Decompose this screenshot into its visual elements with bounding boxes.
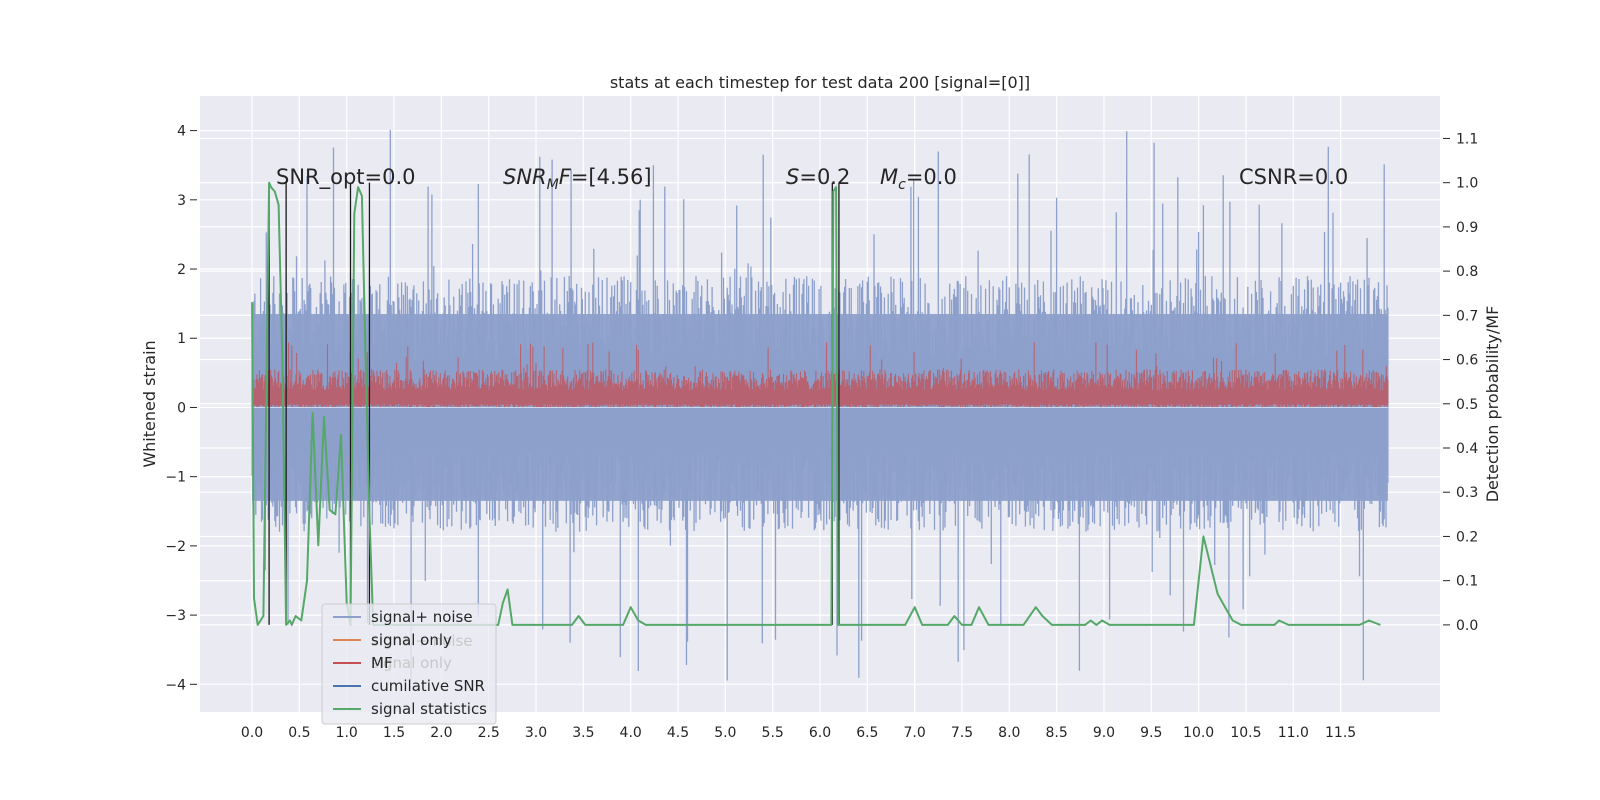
y-tick-label: −4 [165,677,186,693]
x-tick-label: 8.0 [998,725,1020,741]
y-axis-label: Whitened strain [140,340,159,467]
y-tick-label: −2 [165,539,186,555]
annotation-snr-mf-value: =[4.56] [571,165,652,189]
x-tick-label: 11.0 [1278,725,1309,741]
y-tick-label: 2 [177,262,186,278]
y2-tick-label: 0.9 [1456,220,1478,236]
annotation-s-value: =0.2 [799,165,850,189]
x-tick-label: 0.5 [288,725,310,741]
annotation-snr-opt: SNR_opt=0.0 [276,165,416,190]
annotation-s-symbol: S [786,165,799,189]
legend-label-signal-statistics: signal statistics [371,700,487,718]
legend-label-cumilative-snr: cumilative SNR [371,677,485,695]
y-tick-label: 0 [177,400,186,416]
signal-statistics-line [251,181,1381,626]
x-tick-label: 7.5 [951,725,973,741]
y-tick-label: −1 [165,470,186,486]
y-tick-label: 1 [177,331,186,347]
legend: signal+ noise signal only signal+ noise … [321,603,497,725]
x-tick-label: 7.0 [904,725,926,741]
y2-tick-label: 0.4 [1456,441,1478,457]
x-tick-label: 10.0 [1183,725,1214,741]
y2-tick-label: 0.3 [1456,485,1478,501]
y-axis-ticks: 4 3 2 1 0 −1 −2 −3 −4 [165,124,197,693]
annotation-snr-mf: SNRMF=[4.56] [503,165,652,193]
annotation-csnr: CSNR=0.0 [1239,165,1348,189]
x-tick-label: 4.0 [620,725,642,741]
annotation-mc: Mc=0.0 [880,165,957,193]
x-tick-label: 9.0 [1093,725,1115,741]
legend-ghost-2: signal only [371,654,452,672]
legend-entry-signal-noise: signal+ noise [333,608,473,626]
annotation-snr-mf-sub: M [547,177,559,193]
legend-label-mf: MF [371,654,393,672]
annotation-mc-value: =0.0 [906,165,957,189]
x-axis-ticks: 0.0 0.5 1.0 1.5 2.0 2.5 3.0 3.5 4.0 4.5 5.0 5.5 6.0 6… [241,725,1356,741]
y2-tick-label: 0.7 [1456,308,1478,324]
y-tick-label: 3 [177,193,186,209]
chart-title: stats at each timestep for test data 200… [610,73,1030,92]
x-tick-label: 1.5 [383,725,405,741]
x-tick-label: 6.0 [809,725,831,741]
legend-entry-cumilative-snr: cumilative SNR [333,677,485,695]
x-tick-label: 10.5 [1230,725,1261,741]
legend-ghost-1: signal+ noise [371,632,473,650]
y2-tick-label: 0.2 [1456,529,1478,545]
annotation-mc-sub: c [898,177,906,193]
y2-tick-label: 0.1 [1456,574,1478,590]
x-tick-label: 4.5 [667,725,689,741]
legend-box [321,603,497,725]
legend-label-signal-noise: signal+ noise [371,608,473,626]
y2-tick-label: 0.0 [1456,618,1478,634]
series-signal-statistics [251,181,1381,626]
legend-entry-mf: MF [333,654,393,672]
y2-tick-label: 0.8 [1456,264,1478,280]
x-tick-label: 1.0 [336,725,358,741]
y2-tick-label: 0.5 [1456,397,1478,413]
y2-axis-ticks: 1.1 1.0 0.9 0.8 0.7 0.6 0.5 0.4 0.3 0.2 0.1 0.0 [1443,131,1478,634]
y-tick-label: 4 [177,124,186,140]
legend-entry-signal-statistics: signal statistics [333,700,487,718]
y2-axis-label: Detection probability/MF [1483,306,1502,503]
annotation-snr-mf-tail: F [559,165,572,189]
y-tick-label: −3 [165,608,186,624]
y2-tick-label: 0.6 [1456,353,1478,369]
x-tick-label: 2.5 [478,725,500,741]
x-tick-label: 5.0 [714,725,736,741]
legend-label-signal-only: signal only [371,631,452,649]
annotation-mc-base: M [880,165,898,189]
y2-tick-label: 1.0 [1456,176,1478,192]
legend-entry-signal-only: signal only [333,631,452,649]
x-tick-label: 5.5 [762,725,784,741]
x-tick-label: 3.5 [572,725,594,741]
x-tick-label: 11.5 [1325,725,1356,741]
annotation-s: S=0.2 [786,165,850,189]
x-tick-label: 2.0 [430,725,452,741]
annotation-snr-mf-base: SNR [503,165,547,189]
x-tick-label: 8.5 [1046,725,1068,741]
x-tick-label: 6.5 [856,725,878,741]
x-tick-label: 9.5 [1140,725,1162,741]
x-tick-label: 3.0 [525,725,547,741]
y2-tick-label: 1.1 [1456,131,1478,147]
x-tick-label: 0.0 [241,725,263,741]
